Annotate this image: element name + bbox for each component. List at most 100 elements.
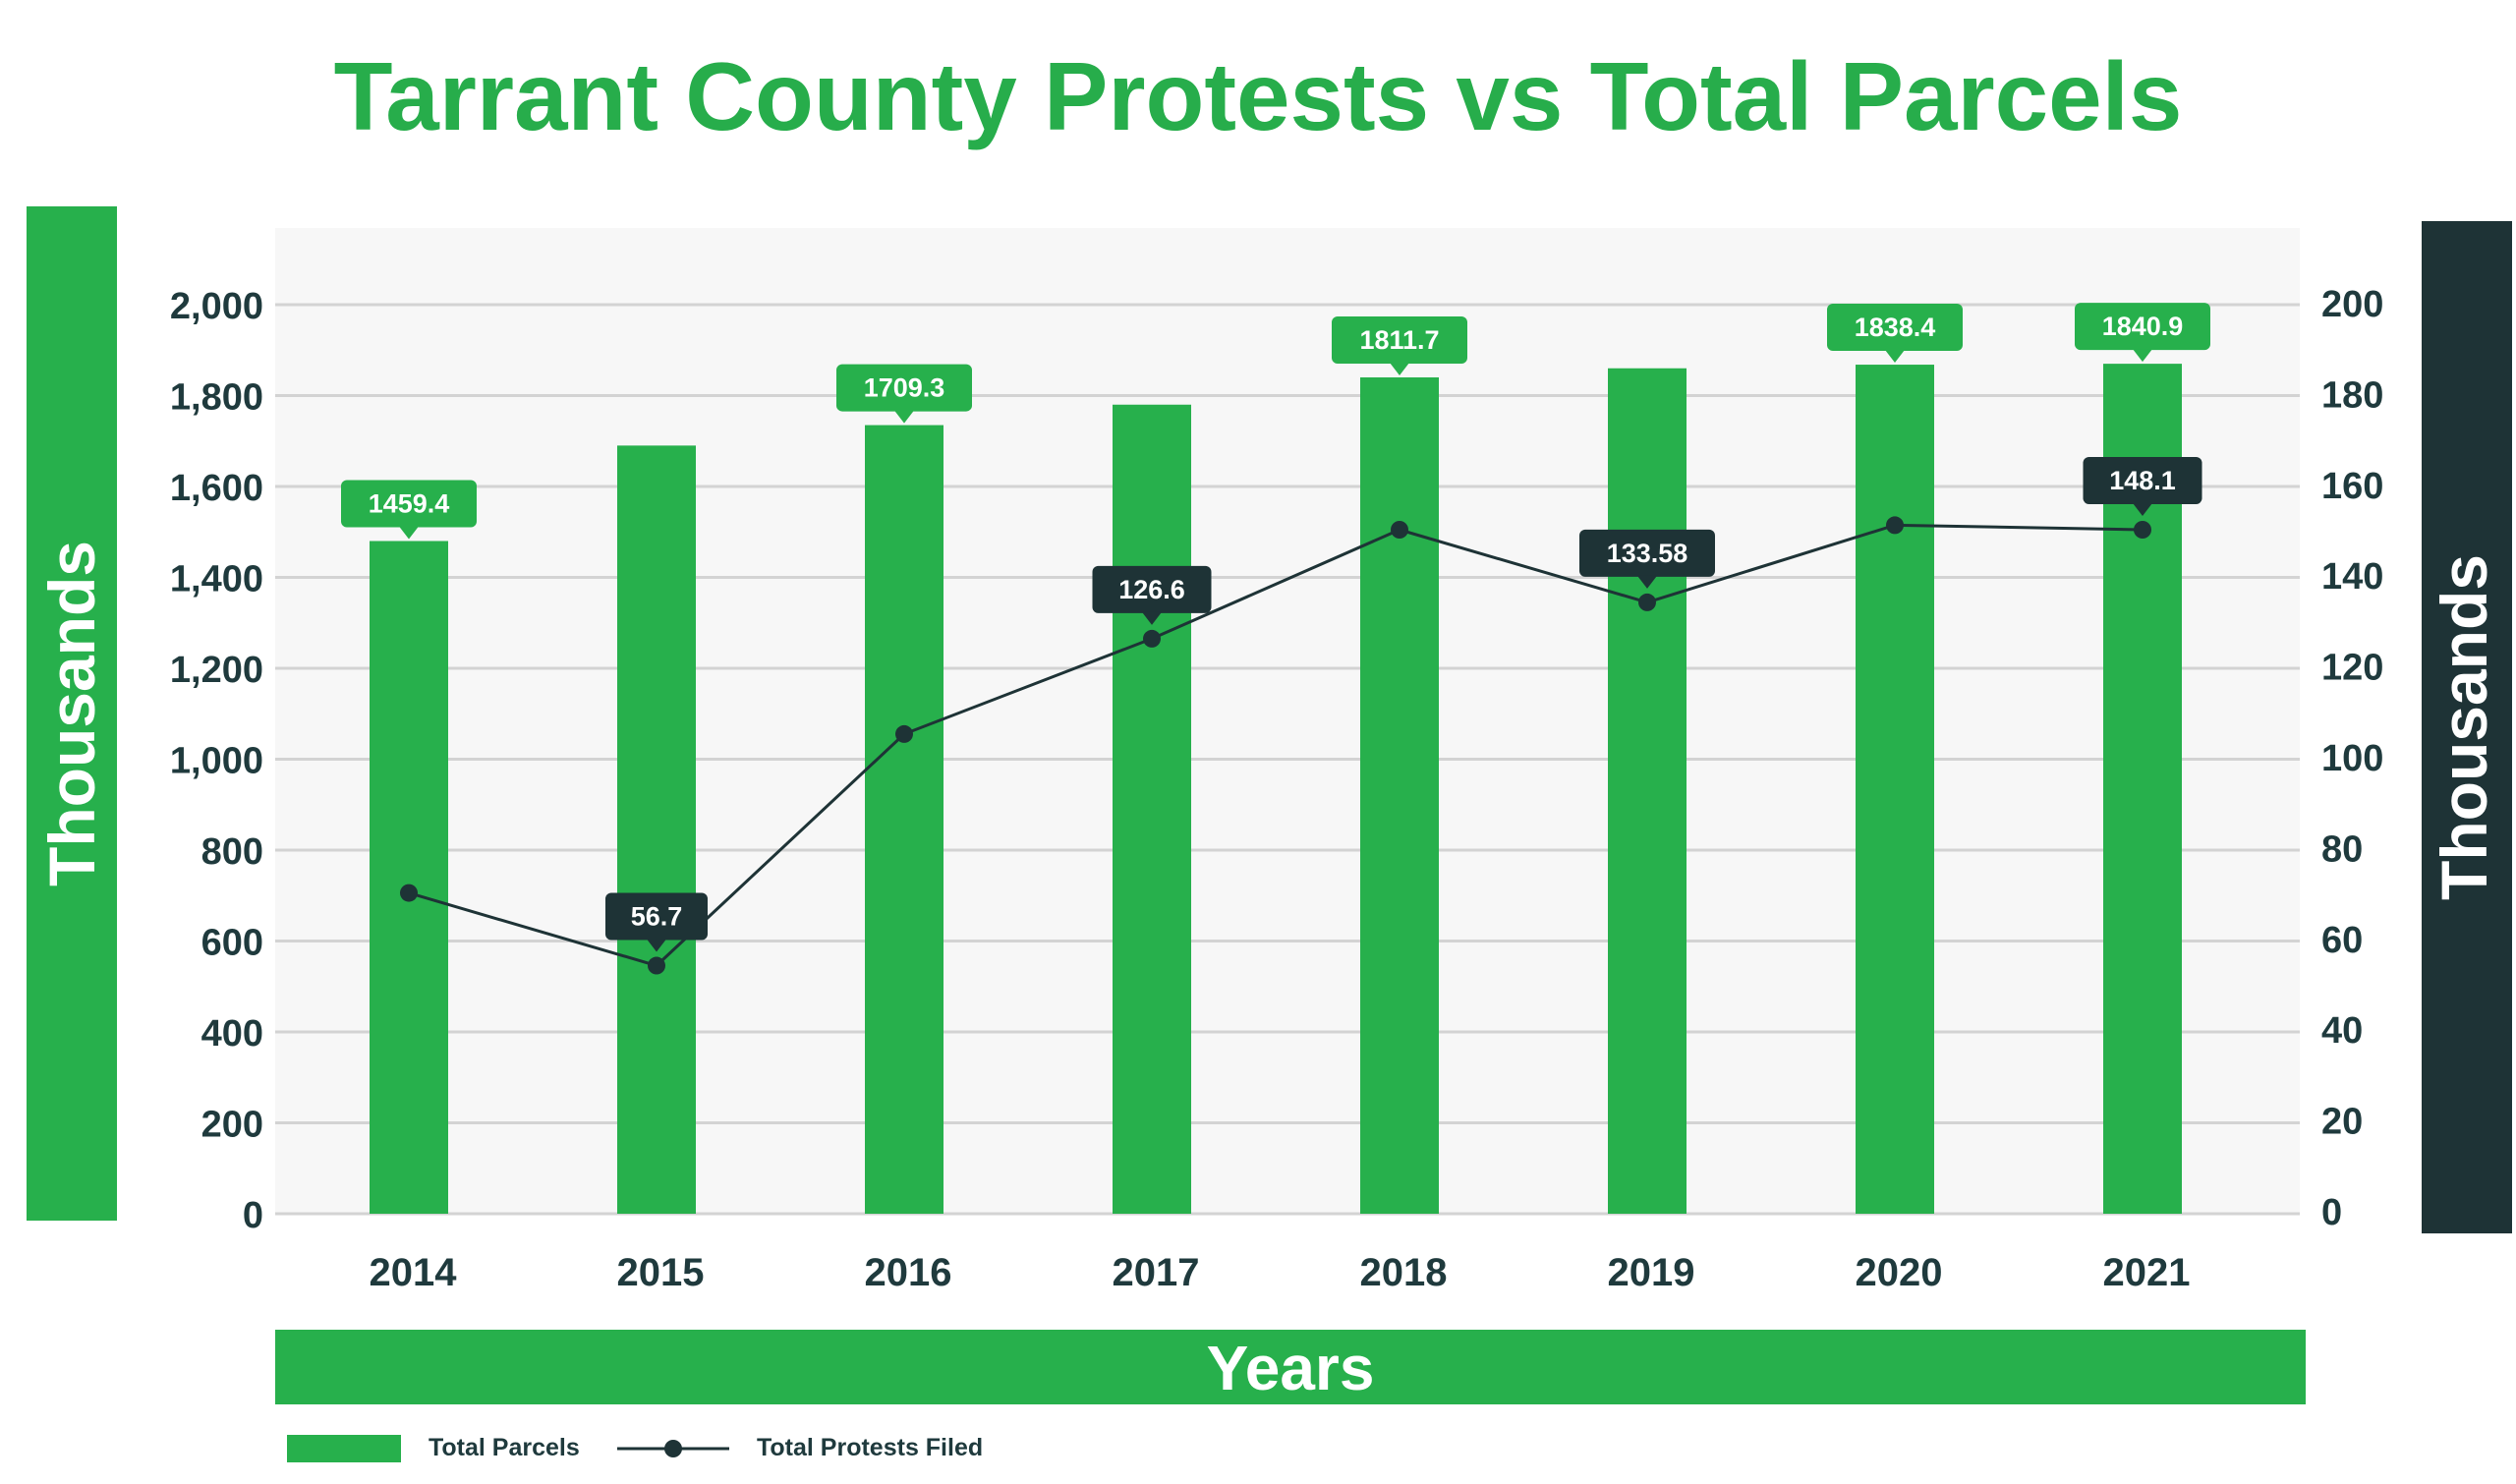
bar-value-label-pointer — [894, 410, 914, 424]
left-tick-label: 1,800 — [170, 377, 263, 419]
legend-line-marker — [664, 1440, 682, 1457]
right-tick-label: 80 — [2321, 828, 2363, 870]
bar-value-label-text: 1811.7 — [1359, 325, 1439, 355]
right-tick-label: 60 — [2321, 920, 2363, 961]
x-tick-label: 2019 — [1608, 1251, 1695, 1294]
x-tick-label: 2018 — [1360, 1251, 1448, 1294]
x-tick-label: 2016 — [865, 1251, 952, 1294]
legend: Total Parcels Total Protests Filed — [287, 1434, 983, 1462]
bar — [1360, 377, 1439, 1214]
left-tick-label: 600 — [201, 923, 263, 964]
line-value-label-text: 148.1 — [2109, 466, 2176, 495]
x-tick-label: 2020 — [1856, 1251, 1943, 1294]
bar-value-labels: 1459.4 1709.3 1811.7 1838.4 1840.9 — [341, 303, 2210, 540]
line-value-label-pointer — [647, 939, 666, 952]
bar-value-label-box — [2075, 303, 2210, 351]
bar-value-label-box — [341, 480, 477, 528]
x-axis-label: Years — [1207, 1333, 1375, 1403]
bar-value-label-text: 1459.4 — [369, 489, 450, 519]
line-value-label-text: 133.58 — [1607, 539, 1688, 568]
legend-label-line: Total Protests Filed — [757, 1434, 983, 1461]
left-tick-label: 2,000 — [170, 286, 263, 327]
bar-value-label-text: 1840.9 — [2102, 312, 2184, 341]
left-tick-label: 1,400 — [170, 559, 263, 600]
line-value-label: 148.1 — [2083, 457, 2202, 516]
line-point — [400, 884, 418, 902]
right-tick-label: 40 — [2321, 1010, 2363, 1052]
bar-value-label: 1709.3 — [836, 364, 972, 424]
left-tick-label: 1,000 — [170, 741, 263, 782]
right-tick-label: 200 — [2321, 284, 2383, 325]
left-tick-label: 0 — [243, 1195, 263, 1236]
legend-bar-swatch — [287, 1435, 401, 1462]
bar — [1608, 368, 1687, 1214]
bar-value-label: 1840.9 — [2075, 303, 2210, 363]
line-point — [2134, 521, 2151, 539]
line-value-label-pointer — [2133, 503, 2152, 516]
bar-value-label-pointer — [1885, 350, 1905, 364]
right-tick-label: 160 — [2321, 466, 2383, 507]
x-tick-label: 2017 — [1113, 1251, 1200, 1294]
line-value-label-text: 126.6 — [1118, 575, 1185, 604]
line-value-label-text: 56.7 — [631, 902, 683, 932]
plot-area — [275, 228, 2300, 1213]
x-tick-label: 2014 — [370, 1251, 458, 1294]
right-tick-label: 0 — [2321, 1192, 2342, 1233]
bar-value-label-box — [1827, 304, 1963, 352]
line-value-label-box — [2083, 457, 2202, 504]
left-axis-band — [27, 206, 117, 1221]
left-tick-label: 1,200 — [170, 650, 263, 691]
right-tick-label: 20 — [2321, 1102, 2363, 1143]
line-value-label-box — [1579, 529, 1715, 577]
bar — [1856, 365, 1934, 1214]
bar — [1113, 404, 1191, 1214]
bar-value-label: 1811.7 — [1332, 316, 1467, 375]
line-value-label-box — [605, 892, 708, 941]
bar-value-label-box — [836, 364, 972, 412]
bar-value-label-box — [1332, 316, 1467, 364]
bar-value-label: 1459.4 — [341, 480, 477, 540]
bar-value-label-pointer — [2133, 349, 2152, 363]
line-value-label: 56.7 — [605, 892, 708, 952]
line-value-labels: 56.7 126.6 133.58 148.1 — [605, 457, 2202, 952]
left-axis-ticks: 0 200 400 600 800 1,000 1,200 1,400 1,600 1,800 2,… — [170, 286, 263, 1236]
bar-value-label-pointer — [1390, 363, 1409, 375]
bar-value-label: 1838.4 — [1827, 304, 1963, 364]
right-tick-label: 140 — [2321, 556, 2383, 598]
left-axis-label: Thousands — [35, 541, 108, 886]
legend-label-bars: Total Parcels — [429, 1434, 580, 1461]
x-axis-band — [275, 1330, 2306, 1404]
line-point — [1391, 521, 1408, 539]
line-value-label-box — [1092, 565, 1212, 613]
left-tick-label: 1,600 — [170, 468, 263, 509]
line-point — [648, 956, 665, 975]
line-point — [1143, 629, 1161, 648]
chart-title: Tarrant County Protests vs Total Parcels — [334, 42, 2183, 150]
bar — [617, 445, 696, 1214]
bar-value-label-text: 1709.3 — [864, 373, 945, 403]
line-point — [1638, 593, 1656, 611]
right-axis-ticks: 0 20 40 60 80 100 120 140 160 180 200 — [2321, 284, 2383, 1233]
right-tick-label: 180 — [2321, 374, 2383, 416]
bar-series — [370, 364, 2182, 1214]
left-tick-label: 800 — [201, 831, 263, 873]
x-tick-label: 2015 — [617, 1251, 705, 1294]
right-axis-label: Thousands — [2428, 554, 2500, 900]
bar-value-label-pointer — [399, 526, 419, 540]
line-point — [1886, 516, 1904, 535]
right-tick-label: 100 — [2321, 738, 2383, 779]
x-axis-ticks: 2014 2015 2016 2017 2018 2019 2020 2021 — [370, 1251, 2191, 1294]
bar — [370, 541, 448, 1214]
line-point — [895, 724, 913, 743]
line-value-label-pointer — [1142, 611, 1162, 625]
bar-value-label-text: 1838.4 — [1855, 313, 1936, 342]
gridlines — [275, 303, 2300, 1216]
bar — [865, 425, 944, 1214]
line-value-label-pointer — [1637, 575, 1657, 589]
line-value-label: 133.58 — [1579, 529, 1715, 589]
line-value-label: 126.6 — [1092, 565, 1212, 625]
right-axis-band — [2422, 221, 2512, 1233]
left-tick-label: 400 — [201, 1013, 263, 1055]
right-tick-label: 120 — [2321, 648, 2383, 689]
